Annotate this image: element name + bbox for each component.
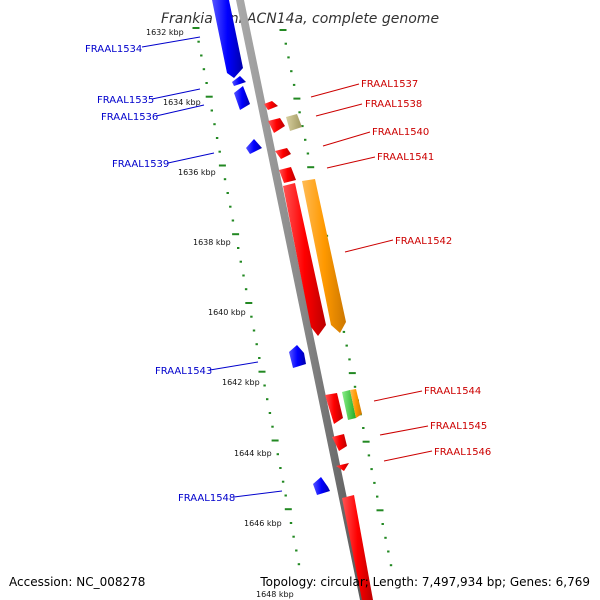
- label-leaders: [141, 36, 433, 498]
- gene-label[interactable]: FRAAL1540: [372, 127, 429, 138]
- gene-orange-small[interactable]: [350, 389, 362, 418]
- map-title: Frankia alni ACN14a, complete genome: [161, 11, 439, 27]
- gene-label[interactable]: FRAAL1535: [97, 95, 154, 106]
- topology-text: Topology: circular; Length: 7,497,934 bp…: [259, 575, 590, 589]
- tick-label: 1636 kbp: [178, 168, 216, 177]
- gene-label[interactable]: FRAAL1536: [101, 112, 158, 123]
- gene-label[interactable]: FRAAL1541: [377, 152, 434, 163]
- gene-label[interactable]: FRAAL1543: [155, 366, 212, 377]
- gene-label[interactable]: FRAAL1538: [365, 99, 422, 110]
- tick-label: 1646 kbp: [244, 519, 282, 528]
- tick-label: 1638 kbp: [193, 238, 231, 247]
- gene-label[interactable]: FRAAL1539: [112, 159, 169, 170]
- gene-label[interactable]: FRAAL1537: [361, 79, 418, 90]
- gene-FRAAL1544[interactable]: [325, 393, 343, 424]
- gene-FRAAL1543[interactable]: [289, 345, 306, 368]
- gene-FRAAL1539[interactable]: [246, 139, 262, 154]
- backbone: [236, 0, 368, 600]
- gene-green[interactable]: [342, 390, 356, 420]
- tick-labels: 1632 kbp 1634 kbp 1636 kbp 1638 kbp 1640…: [146, 28, 294, 599]
- gene-FRAAL1537[interactable]: [264, 101, 278, 110]
- gene-label[interactable]: FRAAL1544: [424, 386, 481, 397]
- gene-label[interactable]: FRAAL1545: [430, 421, 487, 432]
- gene-FRAAL1542-orange[interactable]: [302, 179, 346, 333]
- gene-labels: FRAAL1534 FRAAL1535 FRAAL1536 FRAAL1539 …: [85, 44, 491, 504]
- gene-FRAAL1536[interactable]: [234, 86, 250, 110]
- inner-tick-track: [192, 27, 301, 566]
- gene-bottom-red[interactable]: [342, 495, 373, 600]
- gene-label[interactable]: FRAAL1548: [178, 493, 235, 504]
- tick-label: 1634 kbp: [163, 98, 201, 107]
- tick-label: 1642 kbp: [222, 378, 260, 387]
- tick-label: 1632 kbp: [146, 28, 184, 37]
- gene-FRAAL1545[interactable]: [332, 434, 347, 451]
- gene-label[interactable]: FRAAL1534: [85, 44, 142, 55]
- gene-khaki[interactable]: [286, 114, 302, 131]
- gene-label[interactable]: FRAAL1542: [395, 236, 452, 247]
- gene-features: [212, 0, 373, 600]
- gene-FRAAL1548[interactable]: [313, 477, 330, 495]
- gene-FRAAL1534[interactable]: [212, 0, 243, 78]
- gene-label[interactable]: FRAAL1546: [434, 447, 491, 458]
- tick-label: 1640 kbp: [208, 308, 246, 317]
- gene-FRAAL1542-red[interactable]: [283, 183, 326, 336]
- gene-FRAAL1546[interactable]: [336, 463, 349, 471]
- accession-text: Accession: NC_008278: [9, 575, 145, 589]
- gene-FRAAL1535[interactable]: [232, 76, 246, 86]
- gene-FRAAL1541-a[interactable]: [279, 167, 296, 183]
- gene-FRAAL1540[interactable]: [275, 148, 291, 159]
- tick-label: 1644 kbp: [234, 449, 272, 458]
- tick-label: 1648 kbp: [256, 590, 294, 599]
- gene-FRAAL1538[interactable]: [268, 118, 285, 133]
